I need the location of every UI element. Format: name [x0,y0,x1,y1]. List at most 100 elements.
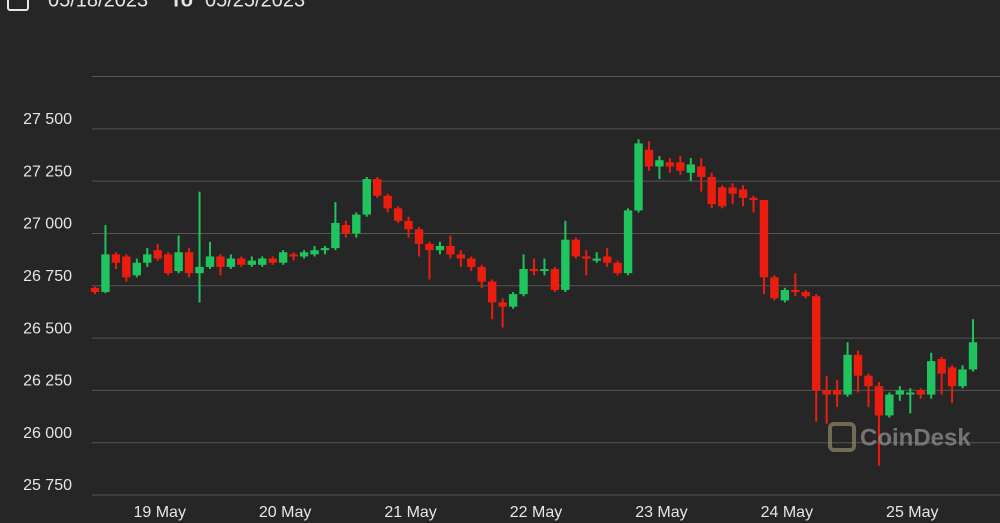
x-tick-label: 25 May [886,504,938,521]
candle-body [602,256,612,263]
candle-body [184,252,194,274]
candle-body [258,258,267,265]
candle-body [561,239,570,290]
candle-body [195,266,204,274]
y-tick-label: 26 250 [23,373,72,390]
candle-body [237,258,246,265]
y-tick-label: 27 500 [23,111,72,128]
x-tick-label: 21 May [384,504,436,521]
candle-body [676,162,685,171]
candle-body [749,197,758,200]
candle-body [540,269,549,272]
candle-body [864,375,873,387]
candle-body [812,296,821,391]
candle-body [832,390,842,395]
candle-body [477,266,486,282]
candle-body [216,256,225,267]
candle-body [111,254,121,263]
candle-body [90,287,100,293]
candle-body [592,258,601,261]
date-to-word: To [170,0,193,11]
x-tick-label: 22 May [510,504,562,521]
grid: 25 750 26 000 26 250 26 500 26 750 27 000 27 2… [23,76,1000,521]
candle-body [404,220,413,230]
candle-body [205,256,215,267]
candle-body [278,252,288,263]
candle-body [132,262,142,276]
candle-body [487,281,497,303]
candle-body [822,390,831,395]
candle-body [435,245,445,251]
y-tick-label: 27 250 [23,163,72,180]
candle-body [571,239,581,257]
candle-body [550,269,560,290]
candle-body [508,294,518,307]
candle-body [362,179,371,215]
candle-body [697,166,706,177]
candle-body [529,269,539,272]
candle-body [310,250,319,255]
candle-body [101,254,110,293]
candles [90,139,978,466]
candle-body [665,162,675,167]
watermark: CoinDesk [828,422,971,452]
candle-body [519,269,528,295]
candle-body [174,252,183,272]
candle-body [895,390,905,395]
candle-body [352,214,361,234]
candle-body [414,229,424,244]
candle-body [425,243,434,251]
candle-body [373,179,382,196]
candle-body [498,302,507,307]
candle-body [686,164,695,173]
y-tick-label: 26 500 [23,320,72,337]
candle-body [644,149,654,167]
x-tick-label: 24 May [761,504,813,521]
candle-body [770,277,779,299]
x-tick-label: 23 May [635,504,687,521]
candle-body [926,361,936,395]
candle-body [623,210,633,274]
candle-body [759,199,769,278]
candle-body [937,358,946,374]
candle-body [874,386,884,416]
candle-body [853,354,863,376]
candle-body [226,258,236,267]
candle-body [947,367,957,387]
date-from: 05/18/2023 [48,0,148,11]
x-tick-label: 20 May [259,504,311,521]
candle-body [843,354,852,395]
candle-body [153,250,162,259]
candle-body [299,252,309,257]
candle-body [613,262,622,274]
x-tick-label: 19 May [133,504,185,521]
candle-body [467,258,476,267]
candle-body [143,254,152,263]
y-tick-label: 26 000 [23,425,72,442]
candle-body [456,254,466,259]
y-tick-label: 27 000 [23,216,72,233]
candle-body [634,143,643,211]
candle-body [780,289,790,301]
candle-body [738,189,748,198]
candle-body [801,292,810,297]
watermark-text: CoinDesk [860,424,971,451]
candle-body [728,187,737,194]
candle-body [163,254,173,274]
candle-body [268,258,277,263]
candle-body [655,160,664,167]
date-to: 05/25/2023 [205,0,305,11]
candle-body [791,289,800,293]
candle-body [341,225,351,234]
candle-body [916,390,925,395]
candle-body [122,256,131,278]
y-tick-label: 26 750 [23,268,72,285]
candle-body [383,195,392,209]
candle-body [331,222,340,249]
candle-body [906,392,915,395]
candle-body [717,187,727,207]
checkbox[interactable] [7,0,29,11]
candle-body [289,254,298,257]
